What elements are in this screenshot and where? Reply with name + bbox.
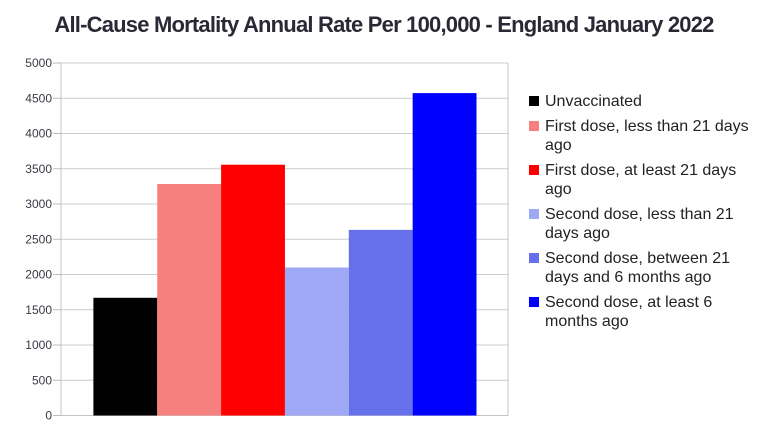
svg-text:3500: 3500 xyxy=(25,162,52,176)
svg-text:3000: 3000 xyxy=(25,197,52,211)
svg-text:1000: 1000 xyxy=(25,338,52,352)
svg-text:2500: 2500 xyxy=(25,232,52,246)
svg-text:500: 500 xyxy=(32,373,52,387)
svg-text:0: 0 xyxy=(45,409,52,423)
svg-text:1500: 1500 xyxy=(25,303,52,317)
svg-text:4000: 4000 xyxy=(25,127,52,141)
svg-text:4500: 4500 xyxy=(25,91,52,105)
svg-text:2000: 2000 xyxy=(25,268,52,282)
svg-text:5000: 5000 xyxy=(25,56,52,70)
